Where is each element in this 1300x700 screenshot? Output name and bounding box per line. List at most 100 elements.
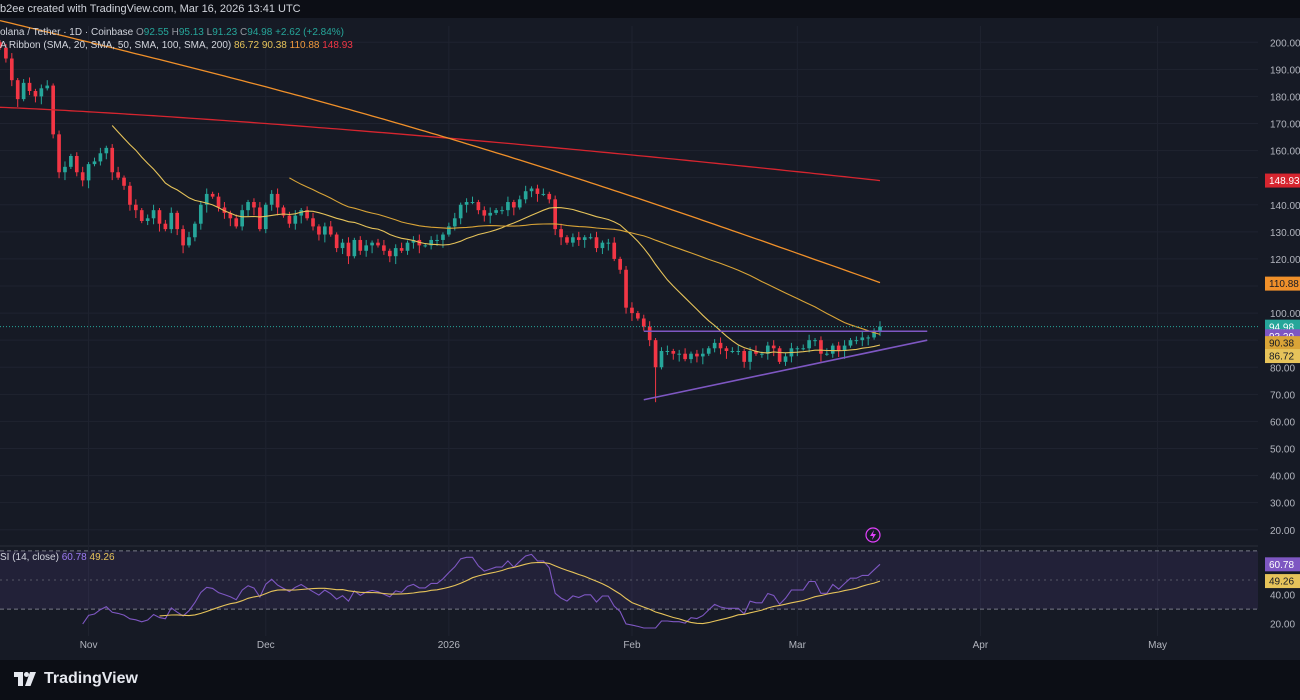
ribbon-sma200-value: 148.93: [322, 40, 353, 51]
rsi-panel: [0, 548, 1258, 638]
rsi-ma-value-tag-bg: [1265, 574, 1300, 589]
rsi-legend: SI (14, close) 60.78 49.26: [0, 552, 115, 563]
rsi-ma-value: 49.26: [89, 552, 115, 563]
sma200-price-tag-bg: [1265, 173, 1300, 188]
ohlc-change: +2.62 (+2.84%): [275, 27, 345, 38]
candle-body: [299, 210, 304, 216]
candle-body: [447, 226, 451, 235]
candle-body: [387, 250, 392, 257]
ohlc-high: 95.13: [178, 27, 204, 38]
sma100-line: [0, 19, 881, 284]
candle-body: [777, 348, 782, 362]
candle-body: [92, 161, 97, 165]
x-tick-label: 2026: [438, 640, 461, 651]
rsi-label: SI (14, close): [0, 552, 59, 563]
ohlc-h-label: H: [171, 27, 179, 38]
rsi-value-tag: 60.78: [1269, 560, 1294, 571]
y-tick-label: 80.00: [1270, 363, 1295, 374]
rsi-value-tag-bg: [1265, 557, 1300, 572]
last-price-tag: 94.98: [1269, 323, 1294, 334]
candle-body: [517, 199, 522, 208]
candle-body: [795, 348, 800, 350]
candle-body: [671, 351, 676, 354]
candle-body: [27, 82, 32, 91]
candle-body: [665, 351, 670, 352]
y-tick-label: 120.00: [1270, 255, 1300, 266]
candle-body: [145, 218, 150, 221]
candle-body: [600, 242, 605, 249]
candle-body: [175, 212, 180, 230]
candle-body: [393, 248, 398, 257]
candle-body: [659, 351, 664, 368]
candle-body: [523, 191, 528, 200]
candle-body: [565, 237, 569, 243]
candle-body: [878, 326, 882, 333]
candle-body: [813, 340, 817, 342]
candle-body: [606, 242, 611, 244]
candle-body: [825, 353, 829, 355]
candle-body: [588, 237, 593, 239]
candle-body: [653, 340, 658, 368]
lightning-icon-bolt: [870, 530, 876, 540]
candle-body: [346, 242, 351, 257]
candle-body: [470, 202, 475, 204]
candle-body: [547, 193, 552, 200]
lightning-icon-ring: [865, 527, 881, 543]
candle-body: [110, 147, 115, 173]
ohlc-o-label: O: [136, 27, 144, 38]
candle-body: [677, 353, 682, 355]
candle-body: [9, 58, 14, 81]
candle-body: [482, 210, 487, 216]
candle-body: [69, 156, 73, 167]
ohlc-close: 94.98: [247, 27, 273, 38]
tradingview-logo[interactable]: TradingView: [14, 670, 138, 688]
candle-body: [612, 242, 617, 259]
candle-body: [630, 307, 634, 314]
candle-body: [122, 177, 126, 186]
candle-body: [258, 207, 262, 230]
candle-body: [860, 337, 865, 341]
candle-body: [500, 210, 504, 212]
candle-body: [334, 234, 339, 249]
candle-body: [706, 348, 711, 354]
rsi-ma-line: [159, 561, 881, 625]
support-trendline: [643, 339, 928, 401]
candle-body: [45, 85, 50, 89]
candle-body: [582, 237, 587, 240]
candle-body: [441, 234, 445, 240]
candle-body: [512, 202, 516, 208]
candle-body: [269, 193, 274, 205]
candle-body: [39, 88, 44, 97]
candle-body: [0, 42, 2, 48]
candle-body: [187, 237, 191, 246]
candle-body: [98, 153, 103, 162]
candle-body: [748, 351, 752, 362]
candle-body: [700, 353, 705, 357]
candle-body: [435, 239, 439, 241]
sma50-price-tag-bg: [1265, 336, 1300, 351]
chart-canvas[interactable]: 20.0030.0040.0050.0060.0070.0080.0090.00…: [0, 18, 1300, 658]
chart-area[interactable]: 20.0030.0040.0050.0060.0070.0080.0090.00…: [0, 18, 1300, 658]
candle-body: [724, 348, 729, 351]
y-tick-label: 130.00: [1270, 228, 1300, 239]
candle-body: [783, 356, 788, 362]
sma20-price-tag-bg: [1265, 349, 1300, 364]
y-tick-label: 70.00: [1270, 390, 1295, 401]
ribbon-sma50-value: 90.38: [261, 40, 287, 51]
candle-body: [760, 353, 764, 355]
ohlc-l-label: L: [206, 27, 213, 38]
candle-body: [157, 210, 162, 224]
candle-body: [819, 340, 823, 354]
sma50-line: [289, 177, 881, 335]
candle-body: [506, 202, 510, 211]
candle-body: [742, 351, 746, 362]
ohlc-low: 91.23: [212, 27, 238, 38]
candle-body: [4, 47, 8, 59]
candle-body: [80, 172, 85, 181]
candle-body: [529, 188, 534, 192]
candle-body: [181, 229, 185, 246]
x-tick-label: Nov: [80, 640, 98, 651]
x-tick-label: Mar: [789, 640, 807, 651]
sma50-price-tag: 90.38: [1269, 339, 1294, 350]
candle-body: [736, 351, 741, 352]
